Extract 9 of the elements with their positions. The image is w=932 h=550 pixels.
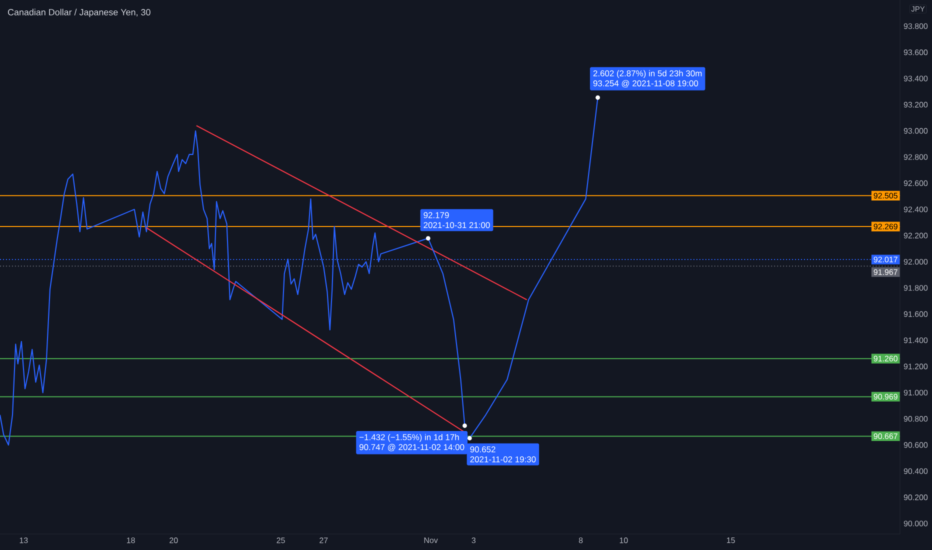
annotation: 90.652 xyxy=(470,446,496,452)
annotation: 2021-10-31 21:00 xyxy=(424,222,490,228)
annotation: 2021-11-02 19:30 xyxy=(470,456,536,462)
annotation: −1.432 (−1.55%) in 1d 17h xyxy=(360,434,459,442)
text: Canadian Dollar / Japanese Yen, 30 xyxy=(8,8,150,18)
annotation: 93.254 @ 2021-11-08 19:00 xyxy=(593,80,698,88)
annotation: 2.602 (2.87%) in 5d 23h 30m xyxy=(593,70,702,78)
annotation: 92.179 xyxy=(424,212,449,218)
annotation: 90.747 @ 2021-11-02 14:00 xyxy=(359,444,464,452)
